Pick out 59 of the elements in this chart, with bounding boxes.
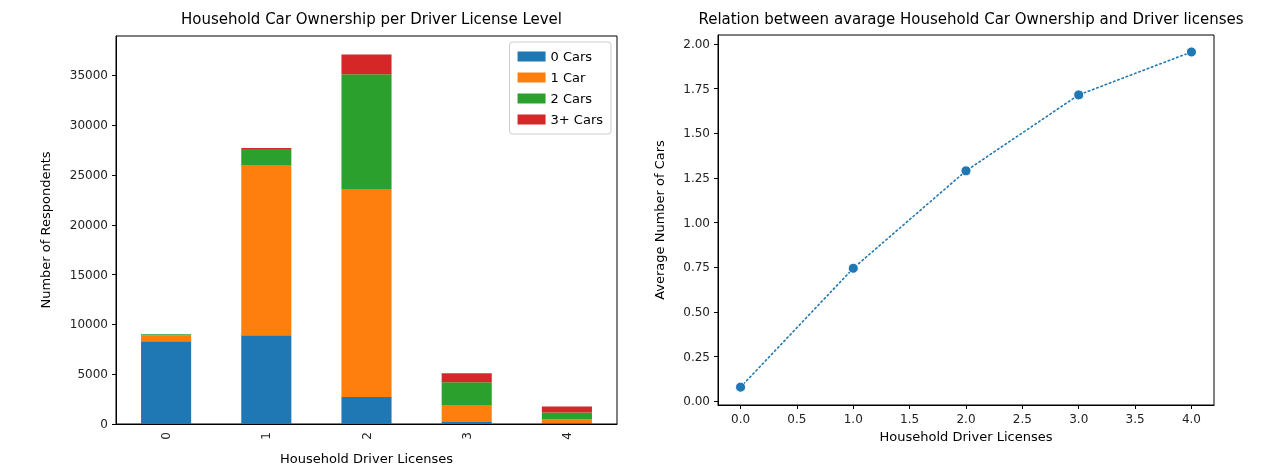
legend-label: 1 Car	[550, 70, 586, 85]
y-tick-label: 1.75	[683, 81, 710, 96]
x-tick-label: 0.5	[787, 412, 807, 426]
y-tick-label: 1.00	[683, 215, 710, 230]
bar	[341, 74, 392, 189]
y-tick-label: 30000	[69, 118, 108, 133]
bar	[341, 54, 392, 75]
bar	[241, 165, 292, 336]
y-tick-label: 15000	[69, 267, 108, 282]
y-tick-label: 0.50	[683, 305, 710, 320]
point	[1073, 89, 1085, 101]
y-tick-label: 10000	[69, 317, 108, 332]
y-axis-title: Number of Respondents	[38, 151, 53, 309]
legend-label: 3+ Cars	[550, 112, 604, 127]
bar	[241, 149, 292, 165]
x-axis-title: Household Driver Licenses	[280, 451, 454, 466]
bar	[141, 341, 192, 424]
y-tick-label: 0.25	[683, 349, 710, 364]
chart-title: Relation between avarage Household Car Ownership and Driver licenses	[698, 9, 1244, 28]
y-tick-label: 5000	[77, 367, 108, 382]
point	[847, 262, 859, 274]
y-tick-label: 2.00	[683, 36, 710, 51]
y-tick-label: 35000	[69, 68, 108, 83]
point	[960, 165, 972, 177]
x-tick-label: 3.5	[1125, 412, 1145, 426]
x-tick-label: 1.5	[900, 412, 920, 426]
y-tick-label: 0.75	[683, 260, 710, 275]
point	[735, 381, 747, 393]
x-tick-label: 3	[459, 432, 474, 440]
point	[1185, 46, 1197, 58]
y-tick-label: 1.25	[683, 171, 710, 185]
x-tick-label: 0.0	[731, 412, 751, 426]
x-tick-label: 1	[259, 432, 274, 440]
chart-title: Household Car Ownership per Driver License Level	[180, 9, 563, 28]
x-tick-label: 1.0	[843, 412, 863, 426]
y-tick-label: 0.00	[683, 394, 710, 409]
y-axis-title: Average Number of Cars	[652, 139, 667, 300]
bar	[441, 382, 492, 406]
x-tick-label: 2	[359, 432, 374, 440]
x-tick-label: 2.0	[956, 412, 976, 426]
bar	[341, 188, 392, 398]
x-tick-label: 3.0	[1069, 412, 1089, 426]
x-tick-label: 0	[159, 432, 174, 440]
y-tick-label: 25000	[69, 167, 108, 182]
bar	[541, 412, 592, 420]
bar	[441, 405, 492, 423]
bar	[341, 397, 392, 424]
x-tick-label: 2.5	[1012, 412, 1032, 426]
bar	[241, 335, 292, 424]
bar	[441, 373, 492, 383]
x-axis-title: Household Driver Licenses	[879, 428, 1053, 444]
legend-label: 2 Cars	[550, 91, 593, 106]
x-tick-label: 4	[559, 432, 574, 440]
x-tick-label: 4.0	[1181, 412, 1201, 426]
bar	[541, 406, 592, 413]
y-tick-label: 20000	[69, 217, 108, 232]
legend-label: 0 Cars	[550, 49, 593, 64]
y-tick-label: 1.50	[683, 126, 710, 141]
bar	[141, 335, 192, 342]
